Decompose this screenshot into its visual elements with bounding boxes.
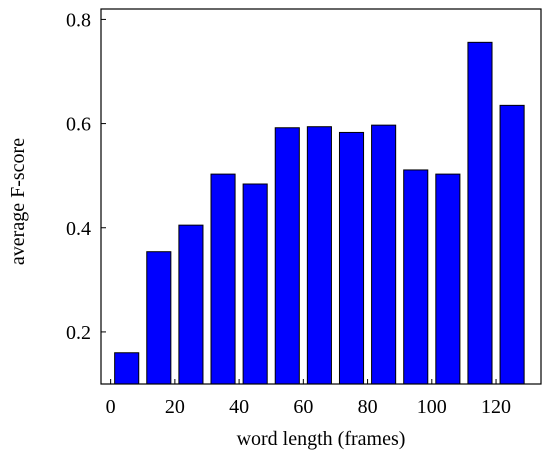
y-tick-label-2: 0.6: [66, 114, 91, 136]
y-axis-label: average F-score: [7, 138, 29, 265]
bar-3: [210, 173, 236, 385]
bar-5: [274, 127, 300, 385]
bar-4: [242, 183, 268, 385]
x-tick-label-3: 60: [293, 396, 313, 418]
bar-1: [146, 251, 172, 385]
x-tick-label-0: 0: [106, 396, 116, 418]
x-axis-label: word length (frames): [237, 428, 406, 450]
x-tick-label-4: 80: [358, 396, 378, 418]
y-tick-label-3: 0.8: [66, 9, 91, 31]
bar-10: [435, 173, 461, 385]
bar-6: [306, 126, 332, 385]
bar-12: [499, 104, 525, 385]
bar-9: [403, 169, 429, 385]
bars-group: [114, 41, 525, 385]
x-tick-label-2: 40: [229, 396, 249, 418]
bar-8: [371, 124, 397, 385]
bar-0: [114, 352, 140, 385]
y-tick-label-1: 0.4: [66, 218, 91, 240]
x-tick-label-6: 120: [481, 396, 511, 418]
ticks-group: 0 20 40 60 80 100 120 0.2 0.4 0.6 0.8: [66, 9, 511, 418]
x-tick-label-1: 20: [165, 396, 185, 418]
plot-frame: [100, 8, 542, 385]
bar-7: [338, 131, 365, 385]
bar-2: [178, 224, 204, 385]
bar-11: [467, 41, 493, 385]
y-tick-label-0: 0.2: [66, 322, 91, 344]
x-tick-label-5: 100: [417, 396, 447, 418]
